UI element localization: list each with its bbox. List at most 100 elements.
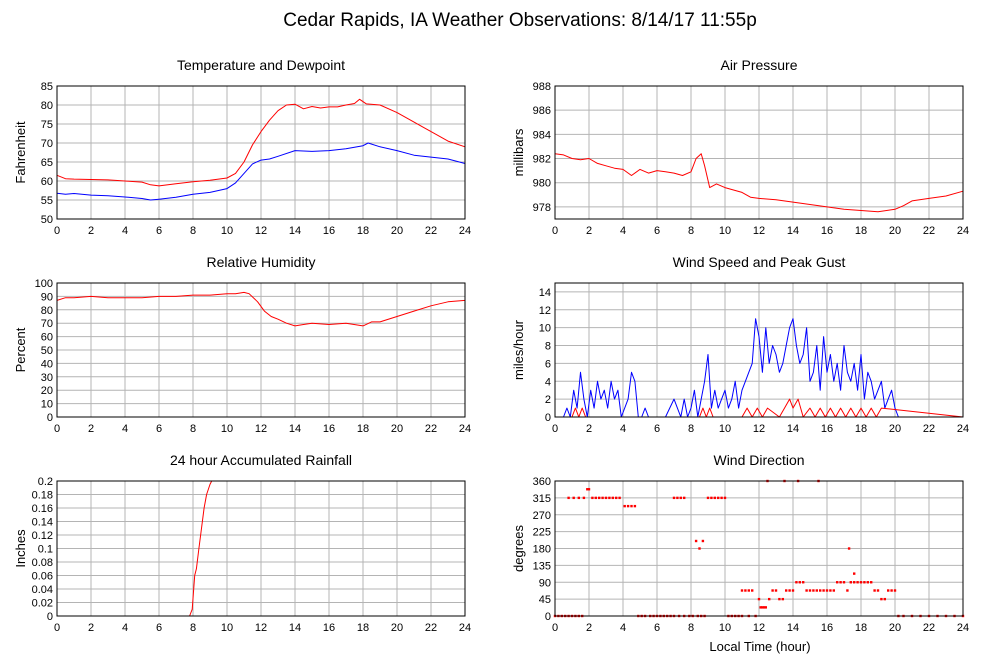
temp-xtick-label: 14 — [289, 225, 301, 237]
direction-point — [604, 496, 608, 500]
direction-point — [785, 589, 788, 592]
pressure-ytick-label: 982 — [533, 154, 551, 166]
wind-ytick-label: 6 — [545, 358, 551, 370]
pressure-xtick-label: 0 — [552, 225, 558, 237]
rain-ytick-label: 0.16 — [32, 503, 53, 515]
wind-xtick-label: 0 — [552, 423, 558, 435]
direction-point — [710, 496, 713, 500]
pressure-xtick-label: 14 — [787, 225, 799, 237]
humidity-ytick-label: 70 — [41, 318, 53, 330]
direction-point — [808, 589, 812, 592]
temp-ytick-label: 60 — [41, 176, 53, 188]
humidity-ytick-label: 80 — [41, 305, 53, 317]
direction-point — [615, 496, 618, 500]
wind-title: Wind Speed and Peak Gust — [673, 254, 846, 270]
pressure-ytick-label: 988 — [533, 81, 551, 93]
rain-ytick-label: 0.08 — [32, 557, 53, 569]
temp-xtick-label: 10 — [221, 225, 233, 237]
direction-point — [608, 496, 611, 500]
rain-xtick-label: 8 — [190, 622, 196, 634]
direction-point — [717, 496, 720, 500]
direction-xtick-label: 24 — [957, 622, 969, 634]
direction-point — [720, 496, 723, 500]
wind-xtick-label: 20 — [889, 423, 901, 435]
direction-point — [876, 589, 880, 592]
direction-frame — [554, 480, 964, 617]
direction-point — [706, 496, 710, 500]
direction-point — [883, 597, 886, 601]
humidity-xtick-label: 16 — [323, 423, 335, 435]
direction-point — [611, 496, 614, 500]
direction-ytick-label: 0 — [545, 611, 551, 623]
direction-point — [791, 589, 795, 592]
rain-xtick-label: 24 — [459, 622, 471, 634]
page-title: Cedar Rapids, IA Weather Observations: 8… — [283, 10, 757, 31]
temp-xtick-label: 20 — [391, 225, 403, 237]
direction-point — [829, 589, 832, 592]
direction-point — [751, 589, 754, 592]
rain-ytick-label: 0.2 — [38, 476, 53, 488]
pressure-ytick-label: 986 — [533, 105, 551, 117]
rain-ytick-label: 0.06 — [32, 571, 53, 583]
temp-xtick-label: 6 — [156, 225, 162, 237]
direction-ytick-label: 315 — [533, 493, 551, 505]
rain-xtick-label: 16 — [323, 622, 335, 634]
rain-ytick-label: 0.12 — [32, 530, 53, 542]
direction-point — [679, 496, 682, 500]
wind-xtick-label: 8 — [688, 423, 694, 435]
humidity-ytick-label: 30 — [41, 372, 53, 384]
direction-xtick-label: 0 — [552, 622, 558, 634]
rain-xtick-label: 12 — [255, 622, 267, 634]
direction-point — [778, 597, 781, 601]
rain-xtick-label: 22 — [425, 622, 437, 634]
direction-point — [587, 488, 591, 491]
humidity-xtick-label: 0 — [54, 423, 60, 435]
pressure-xtick-label: 2 — [586, 225, 592, 237]
direction-ytick-label: 225 — [533, 527, 551, 539]
direction-point — [764, 606, 767, 609]
direction-xtick-label: 8 — [688, 622, 694, 634]
temp-xtick-label: 22 — [425, 225, 437, 237]
direction-point — [815, 589, 818, 592]
direction-point — [586, 488, 589, 491]
rain-ylabel: Inches — [13, 529, 28, 568]
direction-point — [698, 547, 701, 550]
rain-xtick-label: 18 — [357, 622, 369, 634]
wind-frame — [554, 282, 964, 418]
temp-title: Temperature and Dewpoint — [177, 57, 345, 73]
temp-ylabel: Fahrenheit — [13, 121, 28, 184]
direction-point — [672, 496, 676, 500]
wind-xtick-label: 12 — [753, 423, 765, 435]
direction-point — [805, 589, 808, 592]
direction-point — [572, 496, 575, 500]
pressure-ytick-label: 978 — [533, 202, 551, 214]
direction-point — [822, 589, 825, 592]
humidity-ytick-label: 50 — [41, 345, 53, 357]
wind-xtick-label: 10 — [719, 423, 731, 435]
humidity-xtick-label: 18 — [357, 423, 369, 435]
direction-point — [859, 581, 863, 584]
direction-point — [683, 496, 686, 500]
direction-point — [598, 496, 601, 500]
direction-point — [601, 496, 604, 500]
direction-point — [713, 496, 716, 500]
direction-point — [582, 496, 586, 500]
direction-point — [802, 581, 805, 584]
temp-series-line-1 — [56, 142, 466, 201]
direction-point — [856, 581, 859, 584]
direction-point — [591, 496, 594, 500]
pressure-ytick-label: 984 — [533, 129, 551, 141]
direction-point — [771, 589, 774, 592]
humidity-ytick-label: 10 — [41, 399, 53, 411]
rain-xtick-label: 2 — [88, 622, 94, 634]
rain-ytick-label: 0.14 — [32, 517, 53, 529]
humidity-series-line-0 — [56, 291, 466, 327]
pressure-ylabel: millibars — [511, 128, 526, 176]
rain-xtick-label: 6 — [156, 622, 162, 634]
direction-point — [849, 581, 852, 584]
rain-ytick-label: 0.04 — [32, 584, 53, 596]
humidity-xtick-label: 8 — [190, 423, 196, 435]
wind-xtick-label: 2 — [586, 423, 592, 435]
rain-xtick-label: 4 — [122, 622, 128, 634]
direction-point — [893, 589, 897, 592]
